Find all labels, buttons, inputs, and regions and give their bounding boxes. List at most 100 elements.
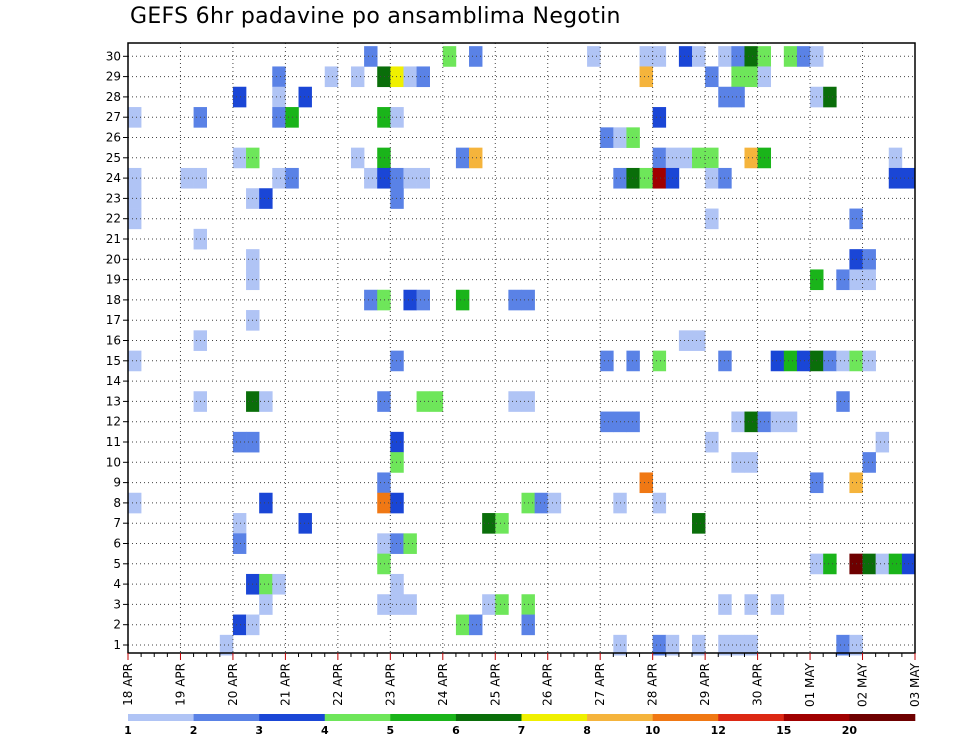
heatmap-cell [744,594,758,615]
y-tick-label: 18 [106,293,121,307]
colorbar-label: 6 [452,724,460,737]
heatmap-cell [639,167,653,189]
heatmap-cell [652,167,667,189]
colorbar-segment [587,714,653,721]
y-tick-label: 2 [113,618,121,632]
heatmap-cell [455,147,470,169]
heatmap-cell [495,513,509,534]
y-tick-label: 14 [106,374,121,388]
y-tick-label: 13 [106,394,121,408]
heatmap-cell [600,350,614,372]
heatmap-cell [744,46,758,67]
heatmap-cell [626,127,640,148]
heatmap-cell [705,66,719,88]
heatmap-cell [678,46,693,67]
colorbar-segment [324,714,391,721]
y-tick-label: 25 [106,151,121,165]
y-tick-label: 3 [113,597,121,611]
colorbar-segment [718,714,785,721]
heatmap-cell [744,411,758,433]
heatmap-cell [180,167,194,189]
heatmap-cell [692,147,706,169]
colorbar-segment [652,714,719,721]
colorbar-segment [128,714,194,721]
heatmap-cell [823,350,837,372]
heatmap-cell [259,492,273,514]
x-tick-label: 23 APR [383,663,397,706]
heatmap-cell [639,472,653,494]
heatmap-cell [495,594,509,615]
x-tick-label: 20 APR [226,663,240,706]
chart-title: GEFS 6hr padavine po ansamblima Negotin [130,4,621,29]
heatmap-cell [783,350,798,372]
heatmap-cell [259,188,273,209]
heatmap-cell [219,634,234,656]
y-tick-label: 30 [106,49,121,63]
heatmap-cell [705,431,719,453]
colorbar-label: 2 [190,724,198,737]
heatmap-cell [128,167,142,189]
heatmap-cell [678,147,693,169]
x-tick-label: 29 APR [698,663,712,706]
y-tick-label: 16 [106,334,121,348]
grid-lines [127,43,916,653]
colorbar-label: 8 [583,724,591,737]
heatmap-cell [232,513,247,534]
heatmap-cell [416,391,430,412]
heatmap-cell [469,46,483,67]
heatmap-cell [862,452,876,473]
heatmap-cell [862,553,876,575]
heatmap-cell [862,249,876,270]
heatmap-cell [652,634,667,656]
heatmap-cells [128,46,916,656]
heatmap-cell [692,634,706,656]
y-tick-label: 9 [113,476,121,490]
y-tick-label: 1 [113,638,121,652]
heatmap-cell [128,492,142,514]
heatmap-cell [390,188,404,209]
y-tick-label: 24 [106,171,121,185]
heatmap-cell [823,86,837,108]
y-tick-label: 27 [106,110,121,124]
heatmap-cell [390,594,404,615]
heatmap-cell [364,46,378,67]
heatmap-cell [783,46,798,67]
heatmap-cell [128,208,142,230]
heatmap-cell [639,66,653,88]
colorbar-label: 5 [386,724,394,737]
colorbar-label: 1 [124,724,132,737]
heatmap-cell [377,492,391,514]
heatmap-cell [272,86,286,108]
y-tick-label: 22 [106,212,121,226]
heatmap-cell [836,634,850,656]
y-tick-label: 20 [106,252,121,266]
heatmap-cell [731,634,745,656]
heatmap-cell [272,66,286,88]
heatmap-cell [783,411,798,433]
heatmap-cell [390,107,404,128]
x-tick-label: 28 APR [646,663,660,706]
x-tick-label: 02 MAY [856,662,870,707]
heatmap-cell [390,573,404,595]
heatmap-cell [731,86,745,108]
heatmap-cell [324,66,339,88]
heatmap-cell [862,269,876,291]
heatmap-cell [377,289,391,311]
heatmap-cell [403,167,417,189]
heatmap-cell [534,492,549,514]
heatmap-cell [377,594,391,615]
x-tick-label: 22 APR [331,663,345,706]
y-tick-label: 7 [113,516,121,530]
heatmap-cell [390,350,404,372]
heatmap-cell [744,66,758,88]
heatmap-cell [692,330,706,351]
heatmap-cell [587,46,601,67]
heatmap-cell [272,107,286,128]
colorbar-label: 4 [321,724,329,737]
colorbar-segment [259,714,326,721]
colorbar-segment [849,714,916,721]
colorbar-label: 10 [645,724,661,737]
heatmap-cell [862,350,876,372]
y-tick-label: 26 [106,131,121,145]
